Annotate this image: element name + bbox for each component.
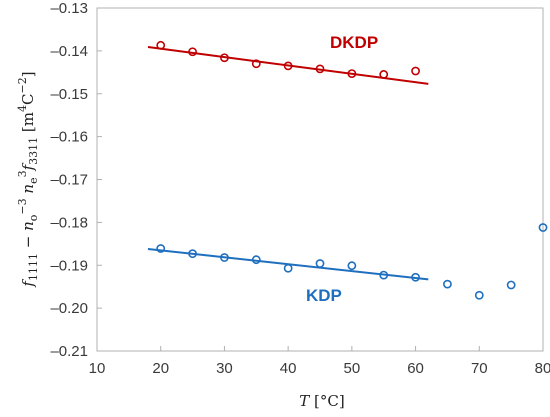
data-point-kdp [474,290,484,300]
data-point-dkdp [188,47,197,57]
y-tick-label: –0.19 [50,257,88,274]
y-axis-ticks: –0.21 –0.20 –0.19 –0.18 –0.17 –0.16 –0.15 –0.14… [50,0,102,360]
x-tick-label: 40 [280,360,297,377]
data-point-dkdp [156,40,166,50]
data-point-dkdp [251,59,261,69]
x-axis-title: T [°C] [299,392,344,410]
data-point-kdp [283,263,293,273]
y-tick-label: –0.15 [50,86,88,103]
data-point-dkdp [220,53,229,63]
data-point-kdp [347,261,357,271]
data-point-kdp [443,279,452,289]
x-tick-label: 30 [216,360,233,377]
data-points [156,40,548,300]
data-point-kdp [538,223,548,232]
fit-line-dkdp [147,46,429,85]
x-tick-label: 80 [535,360,550,377]
x-tick-label: 70 [471,360,488,377]
fit-lines [147,46,429,281]
data-point-dkdp [411,66,420,76]
data-point-kdp [251,255,261,265]
data-point-kdp [379,270,389,280]
x-tick-label: 10 [89,360,106,377]
y-tick-label: –0.13 [50,0,88,17]
x-tick-label: 50 [344,360,361,377]
y-tick-label: –0.14 [50,43,88,60]
data-point-kdp [411,272,420,282]
x-axis-ticks: 10 20 30 40 50 60 70 80 [89,346,550,377]
y-tick-label: –0.17 [50,172,88,189]
y-tick-label: –0.21 [50,343,88,360]
data-point-dkdp [379,70,389,79]
data-point-dkdp [347,69,357,78]
data-point-dkdp [283,61,293,71]
data-point-kdp [220,253,229,262]
x-tick-label: 20 [152,360,169,377]
y-tick-label: –0.20 [50,300,88,317]
data-point-kdp [315,259,325,268]
data-point-kdp [156,244,166,253]
series-label-dkdp: DKDP [330,33,378,52]
data-point-kdp [188,249,197,259]
x-tick-label: 60 [407,360,424,377]
series-label-kdp: KDP [306,286,342,305]
data-point-kdp [506,280,516,290]
y-tick-label: –0.16 [50,129,88,146]
y-axis-title: f1111 − no−3 ne3f3311 [m4C−2] [16,71,40,287]
data-point-dkdp [315,64,325,74]
svg-text:f1111 − no−3 ne3f3311 [m4C−2]: f1111 − no−3 ne3f3311 [m4C−2] [16,71,40,287]
y-tick-label: –0.18 [50,214,88,231]
